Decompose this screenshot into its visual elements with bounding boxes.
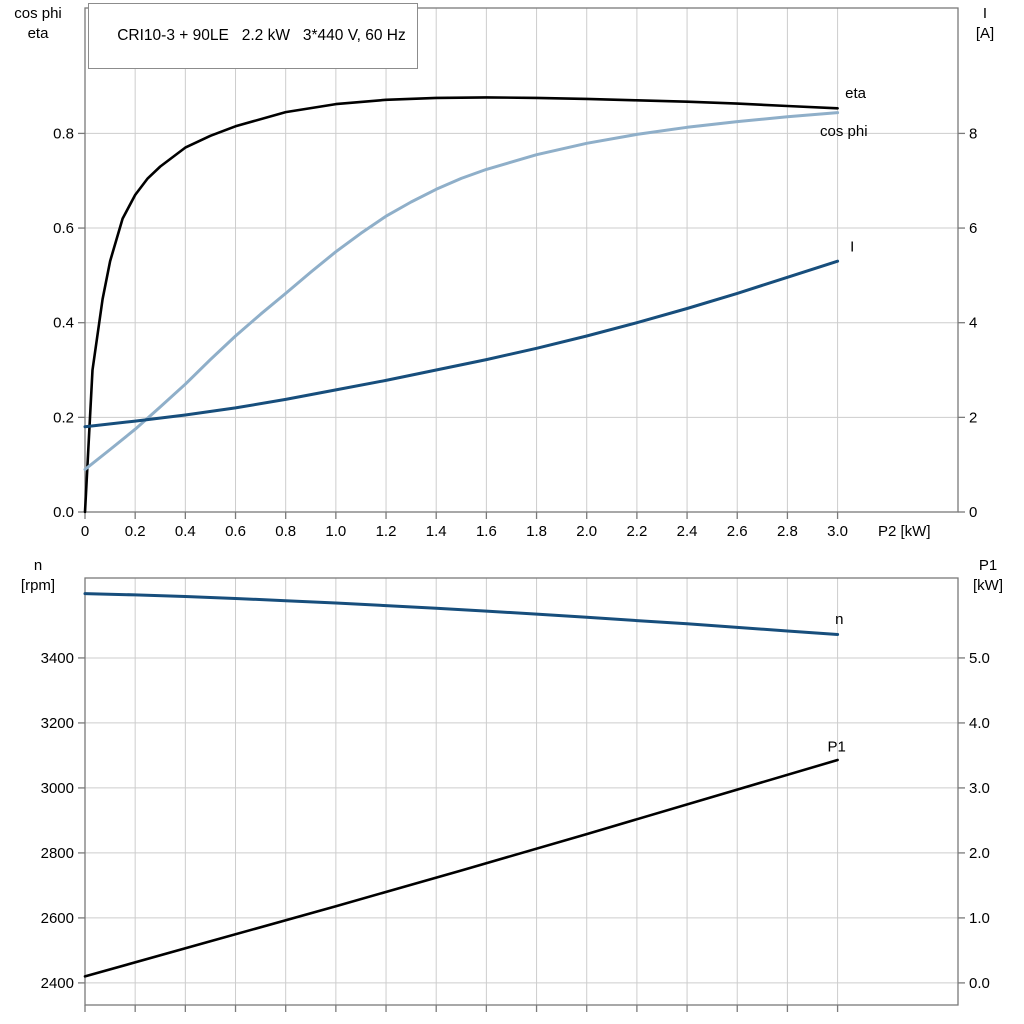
chart-motor-performance: 0.0 0.2 0.4 0.6 0.8 0 2 4 6 8 0 0.2 0.4 0.6 0.8 1.0 1.2 1… bbox=[14, 5, 994, 540]
plot-frame bbox=[84, 577, 959, 1006]
right-axis-tick-label: 4 bbox=[969, 315, 977, 332]
left-axis-tick-label: 0.2 bbox=[53, 409, 74, 426]
left-axis-tick-label: 0.8 bbox=[53, 125, 74, 142]
left-axis-title: eta bbox=[28, 25, 50, 42]
right-axis-tick-label: 2 bbox=[969, 409, 977, 426]
left-axis-tick-label: 0.0 bbox=[53, 504, 74, 521]
right-axis-tick-label: 0.0 bbox=[969, 975, 990, 992]
left-axis-tick-label: 0.4 bbox=[53, 315, 74, 332]
x-axis-tick-label: 0.6 bbox=[225, 523, 246, 540]
curve-cos-phi bbox=[83, 111, 840, 471]
x-axis-tick-label: 1.4 bbox=[426, 523, 447, 540]
right-axis-title: P1 bbox=[979, 557, 997, 574]
right-axis-tick-label: 1.0 bbox=[969, 910, 990, 927]
x-axis-tick-label: 2.8 bbox=[777, 523, 798, 540]
chart-title-box: CRI10-3 + 90LE 2.2 kW 3*440 V, 60 Hz bbox=[88, 3, 418, 69]
left-axis-tick-label: 2400 bbox=[41, 975, 74, 992]
x-axis-tick-label: 1.0 bbox=[325, 523, 346, 540]
chart-speed-input-power: 2400 2600 2800 3000 3200 3400 0.0 1.0 2.0 3.0 4.0 5… bbox=[21, 557, 1003, 1012]
left-axis-tick-label: 3000 bbox=[41, 780, 74, 797]
right-axis-tick-label: 2.0 bbox=[969, 845, 990, 862]
right-axis-title: I bbox=[983, 5, 987, 22]
right-axis-tick-label: 5.0 bbox=[969, 650, 990, 667]
curve-p1 bbox=[83, 758, 839, 978]
x-axis-tick-label: 0.2 bbox=[125, 523, 146, 540]
chart-title: CRI10-3 + 90LE 2.2 kW 3*440 V, 60 Hz bbox=[117, 27, 406, 44]
left-axis-tick-label: 2800 bbox=[41, 845, 74, 862]
curve-label-current: I bbox=[850, 239, 854, 256]
x-axis-tick-label: 1.8 bbox=[526, 523, 547, 540]
right-axis-title: [kW] bbox=[973, 577, 1003, 594]
curve-current bbox=[83, 259, 840, 429]
x-axis-tick-label: 2.2 bbox=[626, 523, 647, 540]
right-axis-tick-label: 0 bbox=[969, 504, 977, 521]
right-axis-tick-label: 6 bbox=[969, 220, 977, 237]
left-axis-tick-label: 2600 bbox=[41, 910, 74, 927]
plot-frame bbox=[84, 7, 959, 513]
left-axis-tick-label: 3200 bbox=[41, 715, 74, 732]
x-axis-tick-label: 2.0 bbox=[576, 523, 597, 540]
x-axis-tick-label: 0 bbox=[81, 523, 89, 540]
x-axis-tick-label: 3.0 bbox=[827, 523, 848, 540]
right-axis-tick-label: 3.0 bbox=[969, 780, 990, 797]
x-axis-tick-label: 0.8 bbox=[275, 523, 296, 540]
curve-n bbox=[83, 592, 840, 636]
left-axis-title: n bbox=[34, 557, 42, 574]
x-axis-tick-label: 0.4 bbox=[175, 523, 196, 540]
left-axis-tick-label: 3400 bbox=[41, 650, 74, 667]
curve-label-p1: P1 bbox=[828, 739, 846, 756]
x-axis-title: P2 [kW] bbox=[878, 523, 931, 540]
right-axis-tick-label: 4.0 bbox=[969, 715, 990, 732]
curve-label-eta: eta bbox=[845, 85, 867, 102]
curve-label-n: n bbox=[835, 611, 843, 628]
x-axis-tick-label: 1.2 bbox=[376, 523, 397, 540]
x-axis-tick-label: 1.6 bbox=[476, 523, 497, 540]
x-axis-tick-label: 2.4 bbox=[677, 523, 698, 540]
curve-label-cos-phi: cos phi bbox=[820, 123, 868, 140]
right-axis-title: [A] bbox=[976, 25, 994, 42]
left-axis-title: cos phi bbox=[14, 5, 62, 22]
x-axis-tick-label: 2.6 bbox=[727, 523, 748, 540]
left-axis-tick-label: 0.6 bbox=[53, 220, 74, 237]
left-axis-title: [rpm] bbox=[21, 577, 55, 594]
curve-eta bbox=[83, 96, 839, 514]
right-axis-tick-label: 8 bbox=[969, 125, 977, 142]
